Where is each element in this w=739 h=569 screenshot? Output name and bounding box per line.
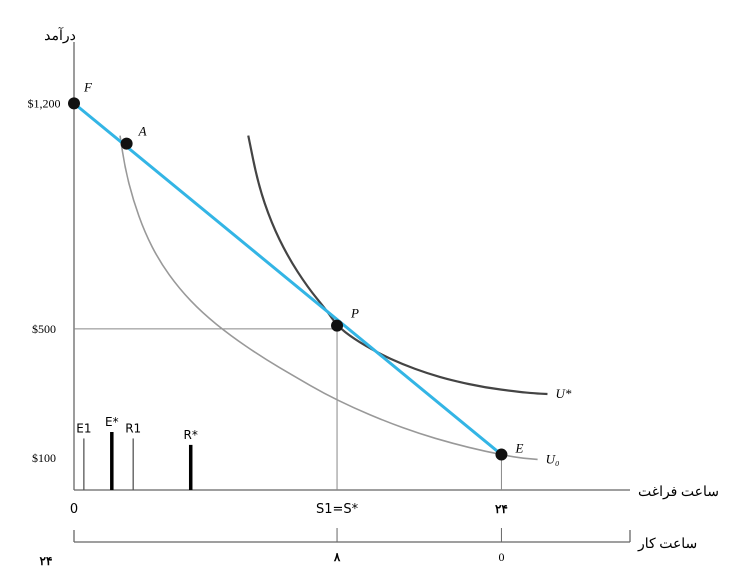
bar-label: E* <box>105 415 119 429</box>
bar-label: R1 <box>125 421 141 435</box>
bar-label: R* <box>184 428 198 442</box>
budget-line <box>73 102 503 456</box>
curve-label: U* <box>555 386 571 401</box>
x-tick-label: 0 <box>70 502 78 517</box>
marks: U* U₀ F A P E E1 E* R1 R* <box>68 79 572 490</box>
point-label: F <box>83 79 93 94</box>
x2-tick-label: ۸ <box>333 550 341 564</box>
curve-label: U₀ <box>546 451 560 466</box>
x2-tick-label: ۲۴ <box>40 554 53 568</box>
indifference-curve-1 <box>247 135 548 396</box>
y-tick-label: $1,200 <box>28 96 61 110</box>
point-f <box>68 97 80 110</box>
point-p <box>331 319 344 332</box>
x2-axis-label: ساعت کار <box>637 537 697 552</box>
x2-tick-label: 0 <box>498 550 504 564</box>
x-tick-label: ۲۴ <box>495 502 508 516</box>
bar-label: E1 <box>76 421 91 435</box>
x-tick-label: S1=S* <box>316 502 359 517</box>
point-label: E <box>514 441 523 456</box>
axes: درآمد ساعت فراغت ساعت کار $1,200 $500 $100 0 S1… <box>28 26 719 568</box>
y-axis-label: درآمد <box>44 26 76 44</box>
indifference-curve-2 <box>119 135 538 461</box>
x-axis-label: ساعت فراغت <box>638 485 719 500</box>
y-tick-label: $500 <box>32 322 56 336</box>
point-label: P <box>350 306 359 321</box>
y-tick-label: $100 <box>32 451 56 465</box>
point-a <box>120 137 133 150</box>
point-e <box>495 448 508 461</box>
point-label: A <box>138 124 147 139</box>
